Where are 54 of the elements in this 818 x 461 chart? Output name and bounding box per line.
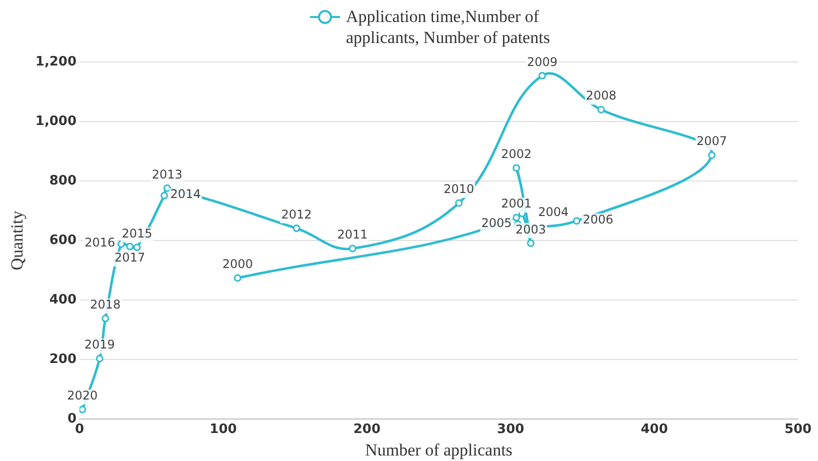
y-tick-label: 200 — [49, 352, 77, 367]
x-tick-label: 300 — [497, 422, 524, 438]
annotation: 2008 — [586, 88, 616, 103]
annotation: 2009 — [526, 54, 558, 69]
point — [708, 151, 716, 159]
annotation: 2014 — [170, 187, 201, 202]
point — [512, 164, 520, 172]
annotation: 2000 — [222, 257, 253, 272]
point — [80, 406, 86, 414]
annotation: 2018 — [90, 298, 121, 312]
annotation: 2020 — [67, 388, 98, 403]
point — [597, 106, 605, 114]
y-tick-label: 1,000 — [35, 114, 77, 129]
x-tick-label: 500 — [784, 422, 812, 438]
annotation: 2007 — [696, 134, 728, 148]
y-tick-label: 800 — [49, 173, 77, 188]
annotation: 2017 — [114, 250, 146, 265]
point — [348, 244, 356, 252]
point — [133, 244, 141, 252]
point — [512, 214, 520, 222]
legend-label: Application time,Number of applicants, Number of patents — [346, 6, 551, 48]
point — [126, 242, 134, 250]
x-tick-label: 100 — [210, 422, 237, 438]
point — [572, 217, 580, 225]
annotation: 2002 — [501, 147, 532, 162]
annotation: 2016 — [84, 236, 116, 250]
point — [234, 274, 242, 282]
y-axis-title: Quantity — [8, 210, 27, 270]
point — [455, 199, 463, 207]
annotation: 2006 — [582, 212, 614, 226]
annotation: 2013 — [152, 167, 182, 182]
annotation: 2015 — [122, 226, 152, 240]
x-axis-title: Number of applicants — [365, 440, 512, 460]
annotation: 2019 — [84, 338, 115, 352]
y-tick-label: 0 — [67, 411, 77, 426]
annotation: 2010 — [444, 182, 474, 196]
annotation: 2005 — [481, 216, 512, 230]
point — [96, 354, 104, 362]
point — [538, 72, 546, 80]
x-tick-label: 400 — [640, 422, 668, 438]
point — [160, 192, 168, 200]
annotation: 2003 — [515, 222, 546, 236]
point — [163, 184, 171, 192]
point — [292, 224, 300, 232]
annotation: 2001 — [501, 196, 532, 211]
x-tick-label: 200 — [353, 422, 380, 438]
point — [102, 314, 110, 322]
annotation: 2004 — [538, 205, 569, 220]
point — [526, 239, 534, 247]
y-tick-label: 400 — [49, 292, 77, 308]
y-tick-label: 1,200 — [35, 54, 77, 70]
annotation: 2012 — [281, 207, 312, 222]
y-tick-label: 600 — [49, 232, 77, 248]
annotation: 2011 — [337, 228, 368, 242]
